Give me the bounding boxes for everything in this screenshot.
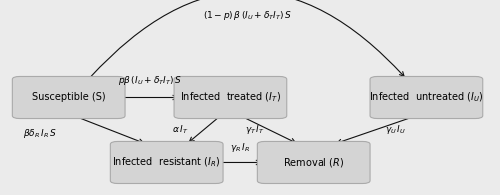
- Text: $\gamma_R\,I_R$: $\gamma_R\,I_R$: [230, 141, 250, 154]
- Text: Susceptible (S): Susceptible (S): [32, 92, 106, 103]
- FancyBboxPatch shape: [110, 141, 223, 183]
- Text: Removal ($R$): Removal ($R$): [283, 156, 344, 169]
- FancyBboxPatch shape: [174, 76, 287, 119]
- FancyBboxPatch shape: [12, 76, 125, 119]
- Text: Infected  treated ($I_T$): Infected treated ($I_T$): [180, 91, 281, 104]
- FancyBboxPatch shape: [370, 76, 483, 119]
- Text: $\beta\delta_R\,I_R\,S$: $\beta\delta_R\,I_R\,S$: [23, 127, 56, 140]
- Text: $(1-p)\,\beta\,(I_U + \delta_T I_T)\,S$: $(1-p)\,\beta\,(I_U + \delta_T I_T)\,S$: [203, 9, 292, 22]
- FancyBboxPatch shape: [258, 141, 370, 183]
- Text: $p\beta\,(I_U + \delta_T I_T)\,S$: $p\beta\,(I_U + \delta_T I_T)\,S$: [118, 74, 182, 87]
- Text: $\gamma_U\,I_U$: $\gamma_U\,I_U$: [385, 123, 406, 136]
- Text: $\gamma_T\,I_T$: $\gamma_T\,I_T$: [245, 123, 264, 136]
- Text: $\alpha\,I_T$: $\alpha\,I_T$: [172, 124, 189, 136]
- Text: Infected  resistant ($I_R$): Infected resistant ($I_R$): [112, 156, 221, 169]
- Text: Infected  untreated ($I_U$): Infected untreated ($I_U$): [370, 91, 484, 104]
